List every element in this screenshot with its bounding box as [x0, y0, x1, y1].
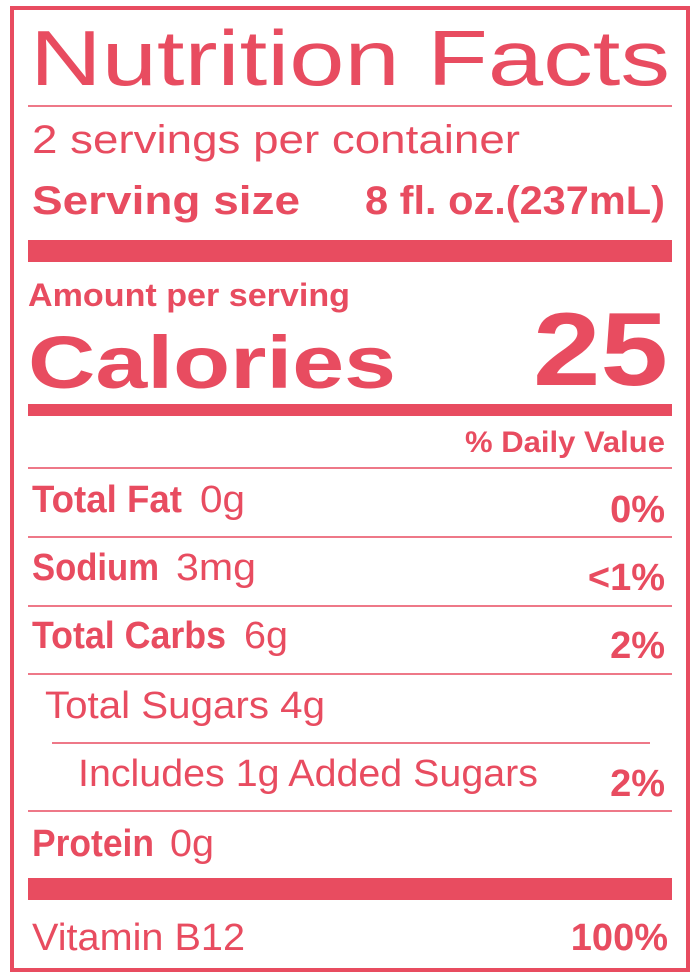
servings: 2 servings per container [32, 118, 520, 162]
nutrient-amount: 6g [244, 615, 288, 657]
calories-value: 25 [533, 292, 668, 408]
nutrient-name: Total Sugars 4g [45, 685, 325, 727]
thick-bar [28, 240, 672, 262]
nutrient-amount: 3mg [176, 547, 256, 589]
nutrient-dv: <1% [588, 557, 665, 599]
nutrient-dv: 2% [610, 763, 665, 805]
nutrient-dv: 2% [610, 625, 665, 667]
vitamin-name: Vitamin B12 [32, 917, 245, 959]
nutrient-name: Protein [32, 823, 154, 865]
medium-bar [28, 404, 672, 416]
border [10, 6, 690, 972]
nutrient-name: Sodium [32, 547, 159, 589]
title: Nutrition Facts [30, 14, 670, 102]
nutrient-amount: 0g [170, 823, 214, 865]
nutrient-name: Total Carbs [32, 615, 226, 657]
vitamin-dv: 100% [571, 917, 668, 959]
nutrient-name: Total Fat [32, 479, 182, 521]
nutrient-amount: 0g [200, 479, 245, 521]
amount-per-serving: Amount per serving [28, 277, 350, 313]
daily-value-header: % Daily Value [465, 426, 665, 459]
nutrient-dv: 0% [610, 489, 665, 531]
calories-label: Calories [28, 321, 396, 404]
serving-size-label: Serving size [32, 179, 300, 223]
nutrient-name: Includes 1g Added Sugars [78, 753, 538, 795]
serving-size-value: 8 fl. oz.(237mL) [365, 179, 665, 223]
thick-bar [28, 878, 672, 900]
